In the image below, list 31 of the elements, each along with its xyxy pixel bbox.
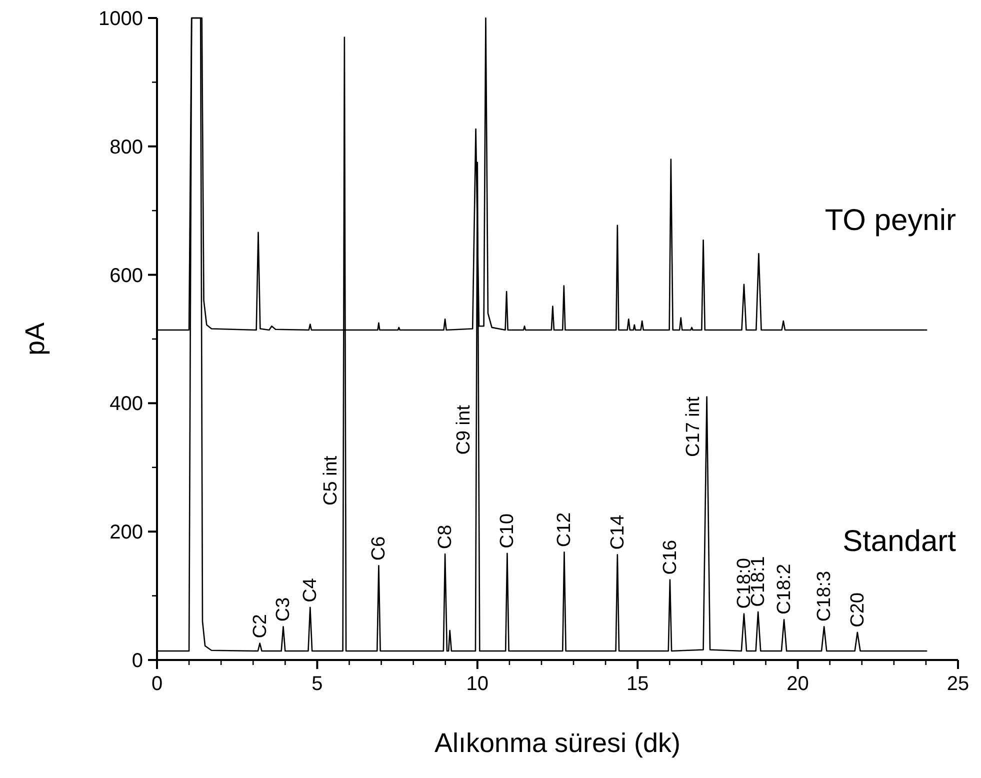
- x-tick-label: 20: [786, 673, 809, 695]
- x-tick-label: 0: [151, 673, 163, 695]
- x-tick-label: 25: [946, 673, 970, 695]
- annotation: C6: [368, 536, 390, 561]
- annotation: C16: [660, 540, 681, 575]
- annotation: C17 int: [682, 396, 704, 457]
- y-tick-label: 0: [132, 650, 143, 672]
- x-axis-title: Alıkonma süresi (dk): [434, 728, 681, 758]
- x-tick-label: 15: [626, 673, 649, 695]
- text: TO peynir: [824, 204, 956, 238]
- annotation: C3: [273, 597, 294, 622]
- annotation: C5 int: [320, 455, 342, 506]
- annotation: C20: [847, 592, 868, 628]
- annotation: C9 int: [453, 404, 474, 455]
- x-tick-label: 10: [466, 673, 489, 695]
- annotation: C10: [497, 514, 518, 548]
- y-tick-label: 1000: [98, 8, 143, 30]
- annotation: C4: [300, 578, 322, 602]
- text: Standart: [842, 525, 957, 558]
- annotation: C12: [554, 512, 576, 548]
- annotation: C18:3: [814, 570, 836, 622]
- annotation: C2: [250, 614, 271, 638]
- y-tick-label: 400: [110, 393, 143, 416]
- x-tick-label: 5: [312, 673, 323, 695]
- y-axis-title: pA: [20, 322, 50, 356]
- y-tick-label: 800: [110, 136, 143, 158]
- annotation: C14: [607, 514, 628, 550]
- annotation: C8: [435, 524, 456, 550]
- y-tick-label: 200: [110, 522, 143, 544]
- annotation: C18:2: [774, 564, 796, 615]
- y-tick-label: 600: [110, 264, 143, 287]
